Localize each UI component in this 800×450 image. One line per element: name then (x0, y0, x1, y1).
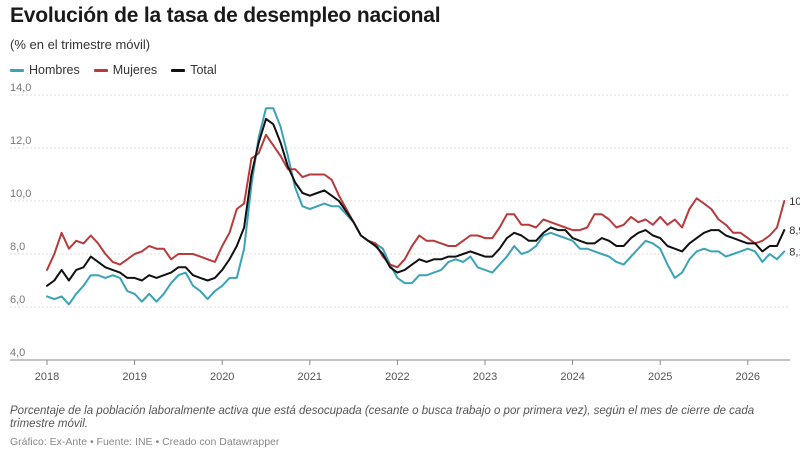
series-line-hombres (46, 107, 786, 306)
legend-item-mujeres: Mujeres (93, 63, 158, 77)
x-tick-label: 2024 (560, 371, 584, 383)
x-tick-label: 2025 (648, 371, 672, 383)
chart-credit: Gráfico: Ex-Ante • Fuente: INE • Creado … (10, 436, 280, 448)
legend-label-total: Total (190, 63, 217, 77)
y-tick-label: 6,0 (10, 294, 25, 306)
legend-label-mujeres: Mujeres (112, 63, 158, 77)
legend-swatch-total (171, 68, 186, 72)
end-label-mujeres: 10,0 (789, 196, 800, 208)
series-line-total (46, 117, 786, 287)
legend-item-total: Total (171, 63, 217, 77)
y-tick-label: 8,0 (10, 241, 25, 253)
x-tick-label: 2022 (385, 371, 409, 383)
chart-title: Evolución de la tasa de desempleo nacion… (10, 4, 441, 27)
legend-item-hombres: Hombres (10, 63, 80, 77)
x-tick-label: 2021 (298, 371, 322, 383)
y-tick-label: 10,0 (10, 188, 31, 200)
x-tick-label: 2026 (736, 371, 760, 383)
end-label-total: 8,9 (789, 225, 800, 237)
series-line-mujeres (46, 133, 786, 271)
legend-swatch-mujeres (93, 68, 108, 72)
y-tick-label: 14,0 (10, 82, 31, 94)
legend-label-hombres: Hombres (29, 63, 80, 77)
x-tick-label: 2023 (473, 371, 497, 383)
y-tick-label: 4,0 (10, 347, 25, 359)
end-label-hombres: 8,1 (789, 246, 800, 258)
y-tick-label: 12,0 (10, 135, 31, 147)
x-tick-label: 2020 (210, 371, 234, 383)
x-tick-label: 2018 (35, 371, 59, 383)
legend-swatch-hombres (10, 68, 24, 72)
chart-subtitle: (% en el trimestre móvil) (10, 37, 151, 52)
line-chart: 4,0 6,0 8,0 10,0 12,0 14,0 2018 2019 2020 2021 202… (10, 82, 800, 383)
chart-footnote: Porcentaje de la población laboralmente … (10, 405, 755, 430)
x-tick-label: 2019 (122, 371, 146, 383)
chart-legend: Hombres Mujeres Total (10, 63, 217, 77)
